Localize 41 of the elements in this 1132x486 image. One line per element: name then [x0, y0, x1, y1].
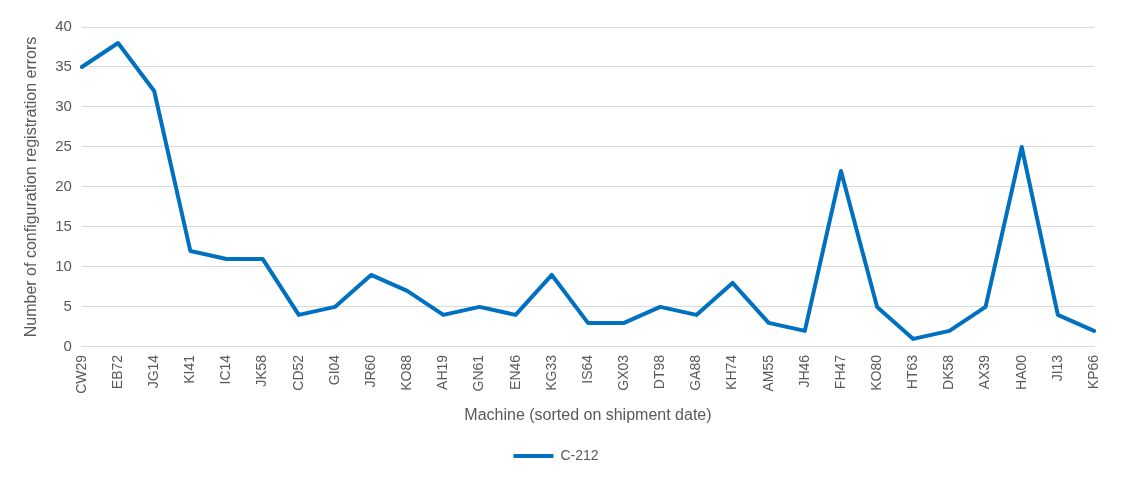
x-tick-label: EN46 — [506, 354, 523, 390]
y-tick-label: 35 — [55, 57, 72, 75]
x-tick-label: HA00 — [1012, 354, 1029, 390]
x-tick-label: DK58 — [940, 354, 957, 390]
x-tick-label: AH19 — [434, 354, 451, 390]
x-tick-label: IC14 — [217, 354, 234, 385]
x-tick-label: GI04 — [325, 354, 342, 386]
x-tick-label: KO80 — [867, 354, 884, 391]
x-tick-label: JI13 — [1048, 354, 1065, 382]
x-axis-title: Machine (sorted on shipment date) — [464, 405, 712, 423]
x-tick-label: KI41 — [181, 354, 198, 384]
x-tick-label: AX39 — [976, 354, 993, 390]
y-axis-title: Number of configuration registration errors — [22, 36, 40, 338]
y-tick-label: 10 — [55, 257, 72, 275]
y-tick-label: 20 — [55, 177, 72, 195]
x-tick-label: CW29 — [72, 354, 89, 394]
x-tick-label: CD52 — [289, 354, 306, 391]
x-tick-label: JR60 — [361, 354, 378, 388]
y-tick-label: 15 — [55, 217, 72, 235]
x-tick-label: KO88 — [398, 354, 415, 391]
x-tick-label: GX03 — [614, 354, 631, 391]
x-tick-label: DT98 — [651, 354, 668, 390]
y-tick-label: 0 — [63, 337, 72, 355]
y-tick-label: 25 — [55, 137, 72, 155]
y-tick-label: 30 — [55, 97, 72, 115]
x-tick-label: JG14 — [145, 354, 162, 389]
x-tick-label: AM55 — [759, 354, 776, 392]
y-tick-label: 40 — [55, 17, 72, 35]
x-tick-label: IS64 — [578, 354, 595, 384]
x-tick-label: KG33 — [542, 354, 559, 391]
x-tick-label: FH47 — [831, 354, 848, 390]
legend-label: C-212 — [560, 446, 599, 463]
x-tick-label: JK58 — [253, 354, 270, 387]
y-tick-label: 5 — [63, 297, 72, 315]
x-tick-label: KH74 — [723, 354, 740, 390]
x-tick-label: JH46 — [795, 354, 812, 388]
x-tick-label: HT63 — [904, 354, 921, 390]
x-tick-label: KP66 — [1084, 354, 1101, 390]
x-tick-label: EB72 — [108, 354, 125, 390]
x-tick-label: GA88 — [687, 354, 704, 391]
x-tick-label: GN61 — [470, 354, 487, 392]
